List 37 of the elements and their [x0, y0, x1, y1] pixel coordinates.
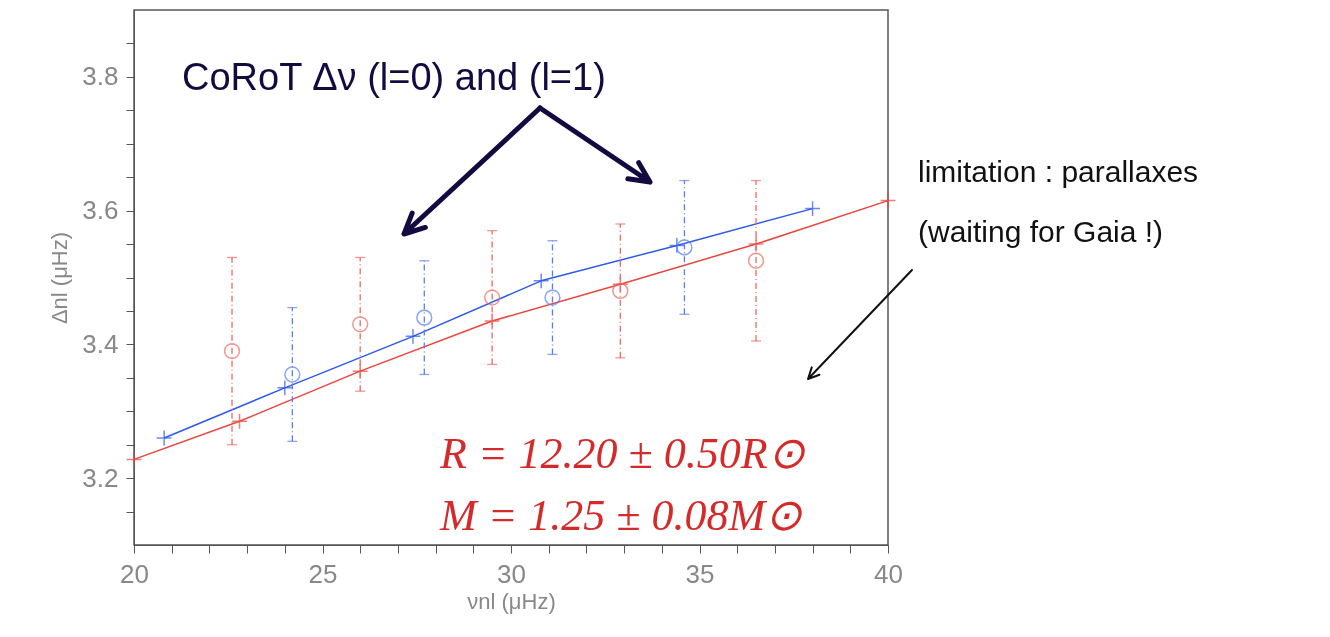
x-tick-label: 30	[497, 558, 526, 589]
y-tick-label: 3.2	[82, 462, 119, 493]
point	[276, 379, 293, 397]
point	[612, 282, 629, 300]
y-tick-label: 3.8	[82, 61, 119, 92]
y-tick-label: 3.4	[82, 328, 119, 359]
x-tick-label: 35	[685, 558, 715, 589]
point	[223, 342, 241, 360]
y-axis-title: Δnl (μHz)	[47, 231, 73, 325]
point	[532, 272, 550, 290]
point	[676, 239, 693, 256]
point	[284, 366, 301, 383]
point	[352, 362, 369, 380]
point	[879, 192, 897, 209]
text: limitation : parallaxes	[918, 155, 1199, 188]
x-tick-label: 20	[120, 558, 149, 589]
point	[231, 413, 248, 430]
x-axis-title: νnl (μHz)	[467, 588, 556, 614]
point	[668, 237, 686, 254]
point	[483, 289, 501, 306]
x-tick-label: 40	[874, 558, 903, 589]
point	[404, 328, 422, 345]
point	[747, 252, 765, 269]
annotation: R = 12.20 ± 0.50R⊙	[439, 429, 806, 478]
point	[747, 235, 765, 253]
point	[804, 200, 821, 217]
point	[483, 312, 501, 330]
point	[416, 309, 433, 326]
point	[352, 316, 369, 333]
annotation: M = 1.25 ± 0.08M⊙	[439, 491, 804, 540]
y-tick-label: 3.6	[82, 195, 119, 226]
point	[125, 451, 143, 468]
annotation: CoRoT Δν (l=0) and (l=1)	[182, 56, 606, 98]
point	[544, 289, 561, 306]
x-tick-label: 25	[308, 558, 338, 589]
text: (waiting for Gaia !)	[918, 215, 1164, 248]
point	[155, 429, 173, 447]
